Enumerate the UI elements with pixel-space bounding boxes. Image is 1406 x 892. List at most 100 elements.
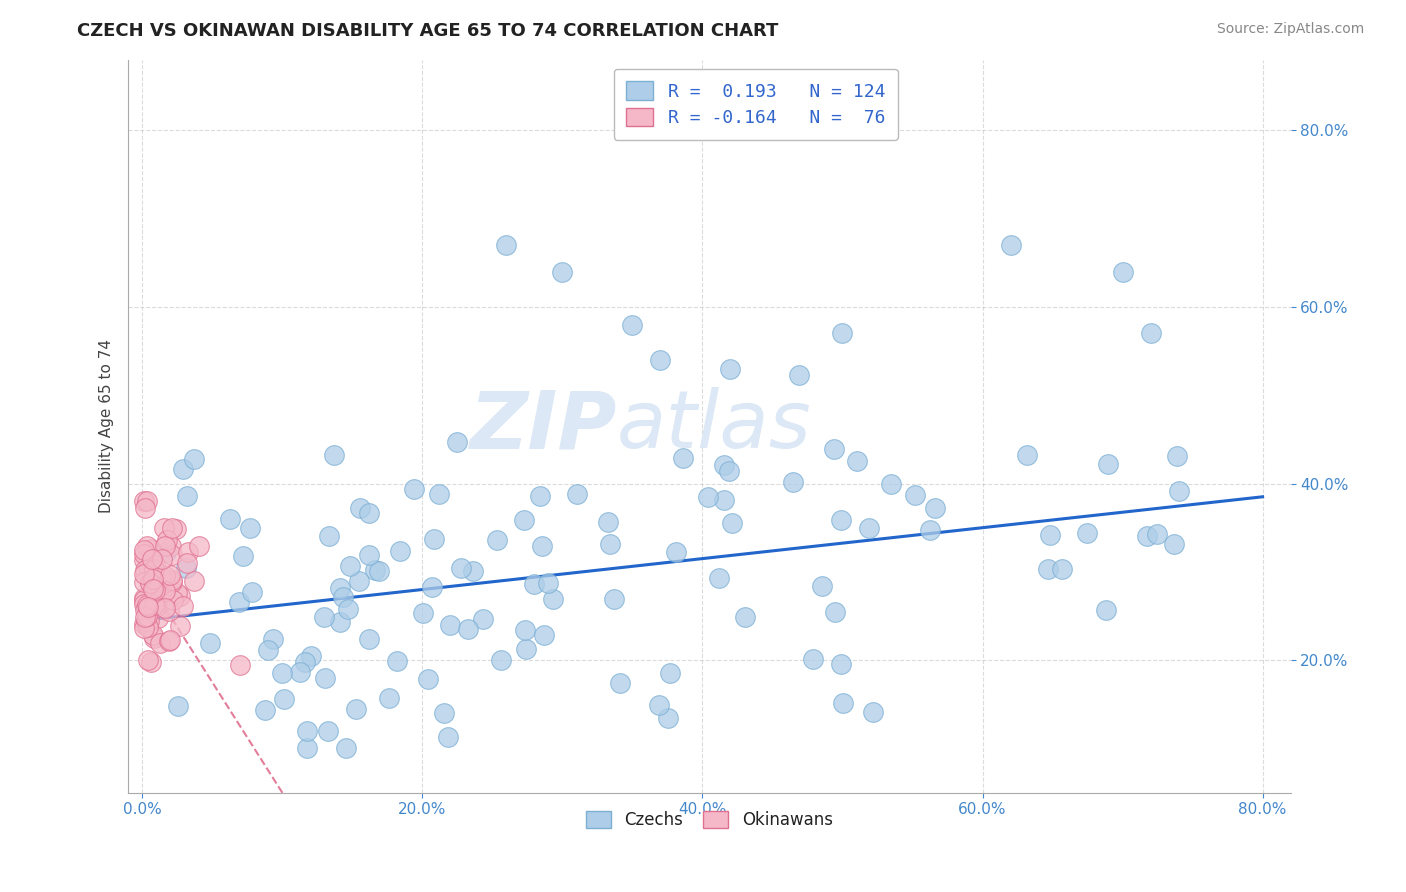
Point xyxy=(696,490,718,504)
Point xyxy=(149,636,172,650)
Point xyxy=(134,542,156,557)
Point xyxy=(138,576,160,591)
Point xyxy=(142,628,165,642)
Point xyxy=(846,454,869,468)
Point xyxy=(183,574,205,588)
Point xyxy=(139,542,162,557)
Point xyxy=(1076,525,1098,540)
Point xyxy=(335,741,357,756)
Point xyxy=(650,352,672,367)
Point xyxy=(378,690,401,705)
Point xyxy=(621,318,644,332)
Point xyxy=(389,544,412,558)
Point xyxy=(1163,537,1185,551)
Point xyxy=(529,490,551,504)
Point xyxy=(823,442,845,456)
Point xyxy=(880,477,903,491)
Text: atlas: atlas xyxy=(616,387,811,465)
Point xyxy=(145,600,167,615)
Point xyxy=(294,655,316,669)
Point xyxy=(132,591,155,606)
Point xyxy=(132,621,155,635)
Point xyxy=(146,611,169,625)
Text: Source: ZipAtlas.com: Source: ZipAtlas.com xyxy=(1216,22,1364,37)
Point xyxy=(551,264,574,278)
Point xyxy=(721,516,744,530)
Point xyxy=(138,561,160,575)
Point xyxy=(734,609,756,624)
Point xyxy=(162,575,184,590)
Point xyxy=(603,591,626,606)
Point xyxy=(648,698,671,712)
Point xyxy=(257,642,280,657)
Point xyxy=(709,571,731,585)
Point xyxy=(136,653,159,667)
Point xyxy=(132,593,155,607)
Point xyxy=(142,572,165,586)
Point xyxy=(132,553,155,567)
Point xyxy=(457,622,479,636)
Point xyxy=(609,675,631,690)
Point xyxy=(146,577,169,591)
Point xyxy=(142,581,165,595)
Point xyxy=(157,604,180,618)
Point xyxy=(135,614,157,628)
Point xyxy=(831,326,853,341)
Point xyxy=(136,599,159,614)
Point xyxy=(489,653,512,667)
Point xyxy=(135,539,157,553)
Point xyxy=(713,493,735,508)
Point xyxy=(142,577,165,591)
Point xyxy=(153,569,176,583)
Point xyxy=(139,589,162,603)
Point xyxy=(169,589,191,603)
Point xyxy=(136,598,159,612)
Point xyxy=(420,580,443,594)
Point xyxy=(152,552,174,566)
Point xyxy=(156,533,179,547)
Point xyxy=(1017,448,1039,462)
Point xyxy=(533,627,555,641)
Point xyxy=(143,558,166,573)
Point xyxy=(924,500,946,515)
Point xyxy=(134,610,156,624)
Point xyxy=(218,512,240,526)
Point xyxy=(288,665,311,680)
Point xyxy=(1146,526,1168,541)
Point xyxy=(138,614,160,628)
Point xyxy=(782,475,804,490)
Point xyxy=(162,521,184,535)
Point xyxy=(273,692,295,706)
Point xyxy=(262,632,284,646)
Point xyxy=(565,486,588,500)
Point xyxy=(169,619,191,633)
Point xyxy=(329,581,352,595)
Point xyxy=(439,618,461,632)
Point xyxy=(471,612,494,626)
Point xyxy=(485,533,508,547)
Point xyxy=(134,562,156,576)
Point xyxy=(239,521,262,535)
Point xyxy=(240,585,263,599)
Point xyxy=(162,548,184,562)
Point xyxy=(495,238,517,252)
Point xyxy=(270,666,292,681)
Point xyxy=(153,601,176,615)
Point xyxy=(543,592,565,607)
Point xyxy=(364,563,387,577)
Point xyxy=(132,494,155,508)
Point xyxy=(450,560,472,574)
Point xyxy=(177,545,200,559)
Point xyxy=(229,657,252,672)
Point xyxy=(830,657,852,672)
Point xyxy=(297,741,319,756)
Point xyxy=(143,597,166,611)
Point xyxy=(513,513,536,527)
Point xyxy=(183,451,205,466)
Point xyxy=(537,576,560,591)
Point xyxy=(357,506,380,520)
Y-axis label: Disability Age 65 to 74: Disability Age 65 to 74 xyxy=(100,339,114,513)
Point xyxy=(299,649,322,664)
Legend: Czechs, Okinawans: Czechs, Okinawans xyxy=(579,804,839,836)
Point xyxy=(659,666,682,681)
